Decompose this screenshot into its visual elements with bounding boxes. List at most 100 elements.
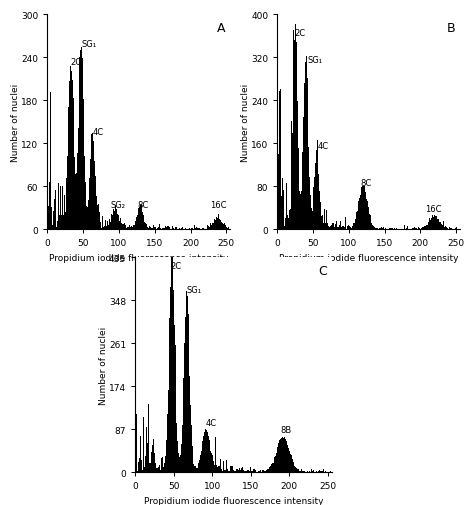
- Bar: [326, 210, 327, 230]
- Bar: [222, 224, 223, 230]
- Bar: [211, 453, 212, 472]
- Bar: [301, 191, 302, 230]
- Bar: [297, 102, 298, 230]
- Bar: [414, 228, 415, 230]
- Bar: [210, 450, 211, 472]
- Bar: [220, 459, 221, 472]
- Bar: [196, 228, 197, 230]
- Bar: [351, 228, 352, 230]
- Bar: [141, 207, 142, 230]
- Bar: [294, 41, 295, 230]
- Bar: [281, 438, 282, 472]
- Bar: [225, 470, 226, 472]
- Bar: [271, 464, 272, 472]
- Bar: [366, 199, 367, 230]
- Bar: [98, 205, 99, 230]
- Bar: [380, 229, 381, 230]
- Bar: [175, 227, 176, 230]
- Bar: [240, 470, 241, 472]
- Bar: [227, 470, 228, 472]
- Bar: [353, 226, 354, 230]
- Bar: [296, 43, 297, 230]
- Bar: [161, 229, 162, 230]
- Bar: [255, 470, 256, 472]
- Bar: [215, 220, 216, 230]
- Bar: [180, 454, 181, 472]
- Bar: [176, 228, 177, 230]
- Bar: [73, 134, 74, 230]
- Bar: [67, 157, 68, 230]
- Bar: [133, 226, 134, 230]
- Bar: [148, 404, 149, 472]
- Text: SG₁: SG₁: [187, 285, 202, 294]
- Bar: [61, 216, 62, 230]
- Bar: [278, 155, 279, 230]
- Bar: [298, 469, 299, 472]
- Bar: [166, 227, 167, 230]
- Bar: [131, 226, 132, 230]
- Bar: [194, 225, 195, 230]
- Bar: [130, 228, 131, 230]
- Bar: [184, 229, 185, 230]
- Bar: [83, 130, 84, 230]
- Bar: [153, 439, 154, 472]
- Text: 8C: 8C: [137, 201, 149, 210]
- Bar: [218, 467, 219, 472]
- Bar: [144, 219, 145, 230]
- Bar: [97, 206, 98, 230]
- Bar: [103, 228, 104, 230]
- Bar: [291, 456, 292, 472]
- Text: B: B: [447, 22, 456, 34]
- Bar: [282, 178, 283, 230]
- Bar: [50, 93, 51, 230]
- Bar: [456, 228, 457, 230]
- Bar: [411, 229, 412, 230]
- Bar: [390, 229, 391, 230]
- Bar: [256, 471, 257, 472]
- Bar: [357, 211, 358, 230]
- Bar: [265, 471, 266, 472]
- Bar: [248, 470, 249, 472]
- Bar: [342, 227, 343, 230]
- Bar: [426, 227, 427, 230]
- Bar: [454, 229, 455, 230]
- Bar: [377, 229, 378, 230]
- Bar: [220, 221, 221, 230]
- Bar: [136, 414, 137, 472]
- Bar: [362, 187, 363, 230]
- Bar: [304, 83, 305, 230]
- Bar: [428, 223, 429, 230]
- Bar: [441, 224, 442, 230]
- Bar: [373, 226, 374, 230]
- Bar: [293, 464, 294, 472]
- Bar: [320, 212, 321, 230]
- Bar: [159, 466, 160, 472]
- Bar: [292, 99, 293, 230]
- Bar: [189, 327, 190, 472]
- Bar: [209, 228, 210, 230]
- Bar: [283, 190, 284, 230]
- Bar: [53, 220, 54, 230]
- Bar: [250, 467, 251, 472]
- Bar: [138, 469, 139, 472]
- Bar: [291, 121, 292, 230]
- Bar: [311, 209, 312, 230]
- Bar: [311, 470, 312, 472]
- Bar: [214, 221, 215, 230]
- Bar: [405, 229, 406, 230]
- Bar: [48, 207, 49, 230]
- Bar: [229, 470, 230, 472]
- Bar: [118, 216, 119, 230]
- Bar: [438, 221, 439, 230]
- Bar: [431, 219, 432, 230]
- Bar: [306, 57, 307, 230]
- Bar: [310, 207, 311, 230]
- Bar: [94, 162, 95, 230]
- Bar: [419, 229, 420, 230]
- Bar: [212, 224, 213, 230]
- Bar: [134, 226, 135, 230]
- Bar: [285, 439, 286, 472]
- Bar: [151, 229, 152, 230]
- Bar: [111, 214, 112, 230]
- Bar: [224, 470, 225, 472]
